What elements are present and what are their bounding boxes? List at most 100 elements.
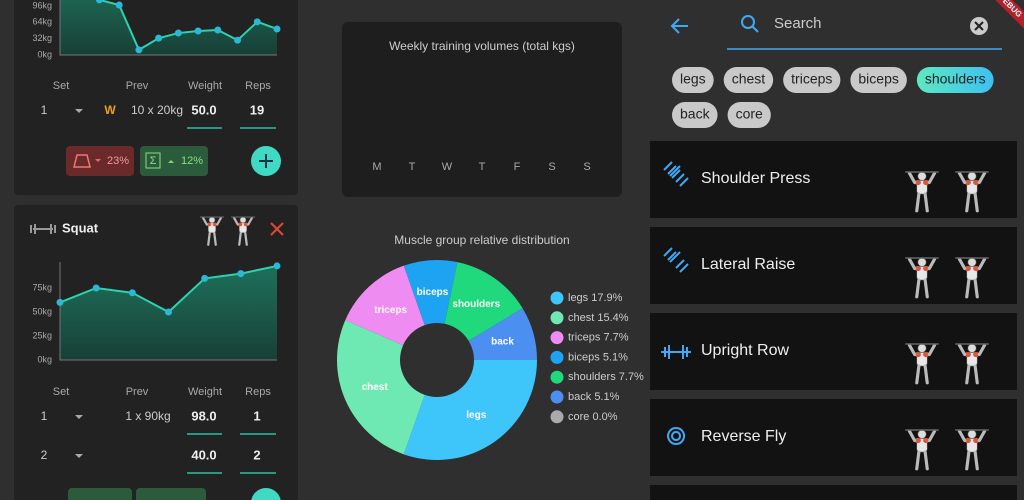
axis <box>59 0 277 56</box>
pie-slice <box>444 262 523 341</box>
point <box>273 262 281 270</box>
figure <box>231 216 255 246</box>
back-button[interactable] <box>670 18 688 34</box>
set-number: 1 <box>41 103 48 117</box>
head <box>917 257 927 267</box>
figure <box>955 171 989 213</box>
pie-slice <box>403 360 537 460</box>
column-header: Set <box>53 386 70 398</box>
head <box>967 171 977 181</box>
legend-swatch <box>550 350 564 364</box>
badge-text: 23% <box>107 155 129 167</box>
point <box>92 284 100 292</box>
exercise-item[interactable]: Lateral Raise <box>650 227 1017 304</box>
muscle <box>964 351 971 358</box>
exercise-name: Reverse Fly <box>701 428 786 445</box>
filter-chip[interactable]: legs <box>672 67 714 93</box>
total-button[interactable]: Σ 12% <box>140 146 208 176</box>
point <box>273 25 281 33</box>
remove-button[interactable] <box>270 222 284 236</box>
item-background <box>650 313 1017 390</box>
muscle <box>212 222 218 227</box>
legend-name: back <box>568 391 592 403</box>
legend-name: core <box>568 411 589 423</box>
legend-name: shoulders <box>568 371 616 383</box>
bottom-buttons <box>68 488 281 500</box>
card-content: 96kg 64kg 32kg 0kg Set Prev Weight Reps 1 W 10 x 2… <box>32 0 281 129</box>
chip-background <box>783 67 841 93</box>
chip-label: back <box>680 106 711 122</box>
volume-button[interactable]: 23% <box>66 146 134 176</box>
exercise-list: Shoulder Press Lateral Raise Upright Row Re… <box>650 141 1017 500</box>
legend-value: 15.4% <box>597 312 628 324</box>
legend-value: 5.1% <box>594 391 619 403</box>
set-type-dropdown[interactable] <box>75 109 83 113</box>
filter-chip[interactable]: triceps <box>783 67 841 93</box>
area <box>60 0 277 55</box>
legend-label: core 0.0% <box>568 411 618 423</box>
y-tick-label: 50kg <box>32 306 52 316</box>
y-tick-label: 0kg <box>37 354 52 364</box>
filter-chip[interactable]: back <box>672 102 718 128</box>
set-type-dropdown[interactable] <box>75 415 83 419</box>
y-tick-label: 32kg <box>32 33 52 43</box>
point <box>194 27 202 35</box>
column-header: Set <box>53 80 70 92</box>
y-tick-label: 96kg <box>32 0 52 10</box>
point <box>95 0 103 4</box>
muscle <box>923 351 930 358</box>
set-number: 1 <box>41 409 48 423</box>
chip-label: shoulders <box>925 71 986 87</box>
reps-input[interactable]: 2 <box>253 447 260 462</box>
clear-button[interactable] <box>970 17 988 35</box>
head <box>917 171 927 181</box>
point <box>165 308 172 316</box>
exercise-title: Squat <box>62 220 99 235</box>
chart-title: Muscle group relative distribution <box>394 233 569 247</box>
weight-input[interactable]: 50.0 <box>191 102 216 117</box>
limbs <box>907 257 937 299</box>
point <box>155 34 163 42</box>
y-tick-label: 25kg <box>32 330 52 340</box>
point <box>56 298 64 306</box>
exercise-name: Lateral Raise <box>701 256 795 273</box>
chip-background <box>850 67 907 93</box>
search-input[interactable]: Search <box>774 15 822 32</box>
muscle <box>923 437 930 444</box>
chip-background <box>723 67 774 93</box>
point <box>115 1 123 9</box>
legend-swatch <box>550 291 564 305</box>
filter-chip[interactable]: chest <box>723 67 774 93</box>
svg-text:Σ: Σ <box>150 155 157 167</box>
point <box>128 289 136 297</box>
legend-label: shoulders 7.7% <box>568 371 644 383</box>
figure <box>905 171 939 213</box>
weight-input[interactable]: 40.0 <box>191 447 216 462</box>
exercise-item[interactable]: Shoulder Press <box>650 141 1017 218</box>
filter-chip[interactable]: biceps <box>850 67 907 93</box>
exercise-item[interactable] <box>650 485 1017 500</box>
exercise-icon <box>663 247 689 273</box>
figure <box>905 343 939 385</box>
limbs <box>232 216 254 246</box>
exercise-item[interactable]: Upright Row <box>650 313 1017 390</box>
chip-label: biceps <box>858 71 898 87</box>
muscle <box>243 222 249 227</box>
chart-title: Weekly training volumes (total kgs) <box>389 39 575 53</box>
weight-input[interactable]: 98.0 <box>191 408 216 423</box>
exercise-item[interactable]: Reverse Fly <box>650 399 1017 476</box>
legend-swatch <box>550 370 564 384</box>
chip-background <box>672 67 714 93</box>
set-type-dropdown[interactable] <box>75 454 83 458</box>
filter-chip[interactable]: shoulders <box>916 67 994 93</box>
slice-label: back <box>491 336 514 347</box>
filter-chip[interactable]: core <box>727 102 771 128</box>
add-set-button[interactable] <box>251 146 281 176</box>
reps-input[interactable]: 19 <box>250 102 264 117</box>
muscle <box>206 222 212 227</box>
legend-value: 0.0% <box>592 411 617 423</box>
y-tick-label: 0kg <box>37 49 52 59</box>
column-header: Weight <box>188 386 222 398</box>
legend-value: 17.9% <box>591 292 622 304</box>
reps-input[interactable]: 1 <box>253 408 260 423</box>
